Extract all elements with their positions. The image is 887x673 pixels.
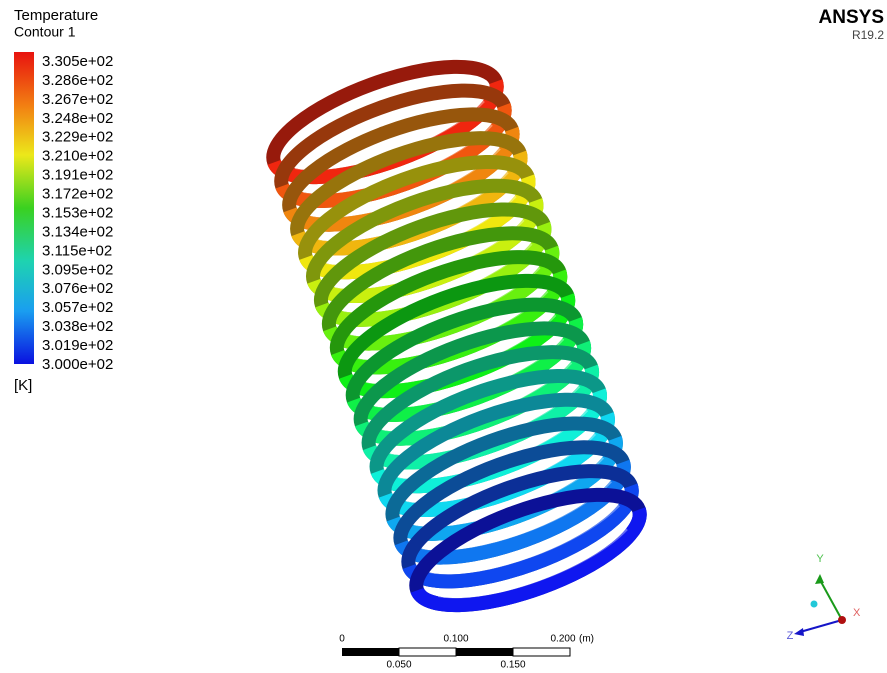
legend-label: 3.267e+02 bbox=[42, 91, 113, 108]
legend-label: 3.248e+02 bbox=[42, 110, 113, 127]
scale-unit: (m) bbox=[579, 634, 594, 645]
scale-label: 0.150 bbox=[500, 660, 525, 671]
legend-label: 3.229e+02 bbox=[42, 129, 113, 146]
legend-label: 3.305e+02 bbox=[42, 53, 113, 70]
legend-label: 3.153e+02 bbox=[42, 204, 113, 221]
color-bar bbox=[14, 52, 34, 364]
legend-label: 3.172e+02 bbox=[42, 186, 113, 203]
scale-label: 0.200 bbox=[550, 634, 575, 645]
legend-unit: [K] bbox=[14, 377, 32, 394]
legend-label: 3.038e+02 bbox=[42, 318, 113, 335]
legend-title: Temperature bbox=[14, 7, 98, 24]
legend-label: 3.076e+02 bbox=[42, 280, 113, 297]
scale-bar bbox=[342, 648, 570, 656]
legend-subtitle: Contour 1 bbox=[14, 24, 76, 40]
legend-label: 3.095e+02 bbox=[42, 261, 113, 278]
legend-label: 3.057e+02 bbox=[42, 299, 113, 316]
axis-label: X bbox=[853, 607, 861, 619]
scale-label: 0 bbox=[339, 634, 345, 645]
legend-label: 3.115e+02 bbox=[42, 242, 112, 259]
scale-label: 0.100 bbox=[443, 634, 468, 645]
legend-label: 3.286e+02 bbox=[42, 72, 113, 89]
brand-name: ANSYS bbox=[819, 7, 884, 28]
axis-label: Y bbox=[816, 553, 824, 565]
legend-label: 3.000e+02 bbox=[42, 356, 113, 373]
viewport: Temperature Contour 1 3.305e+02 3.286e+02… bbox=[0, 0, 887, 673]
axes-triad bbox=[794, 574, 846, 636]
legend-label: 3.019e+02 bbox=[42, 337, 113, 354]
scale-label: 0.050 bbox=[386, 660, 411, 671]
brand-version: R19.2 bbox=[852, 28, 884, 42]
legend-label: 3.210e+02 bbox=[42, 148, 113, 165]
axis-label: Z bbox=[787, 630, 794, 642]
legend-label: 3.191e+02 bbox=[42, 167, 113, 184]
legend-label: 3.134e+02 bbox=[42, 223, 113, 240]
